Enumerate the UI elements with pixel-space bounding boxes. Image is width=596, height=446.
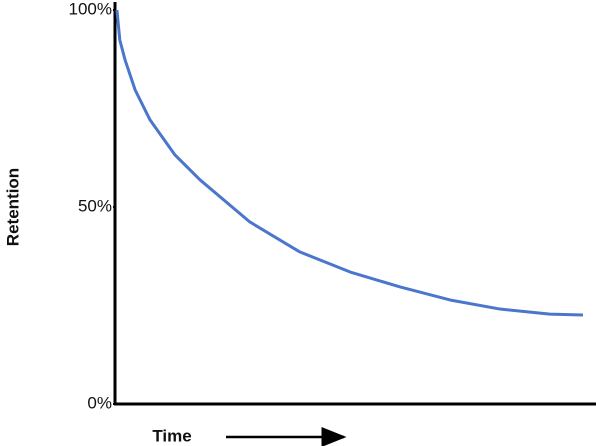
x-axis-label: Time [152,426,191,445]
retention-curve [115,9,584,317]
y-tick-label: 50% [78,196,112,215]
y-tick-label: 0% [87,393,112,412]
y-tick-label: 100% [69,0,112,18]
y-axis-label: Retention [3,168,22,246]
